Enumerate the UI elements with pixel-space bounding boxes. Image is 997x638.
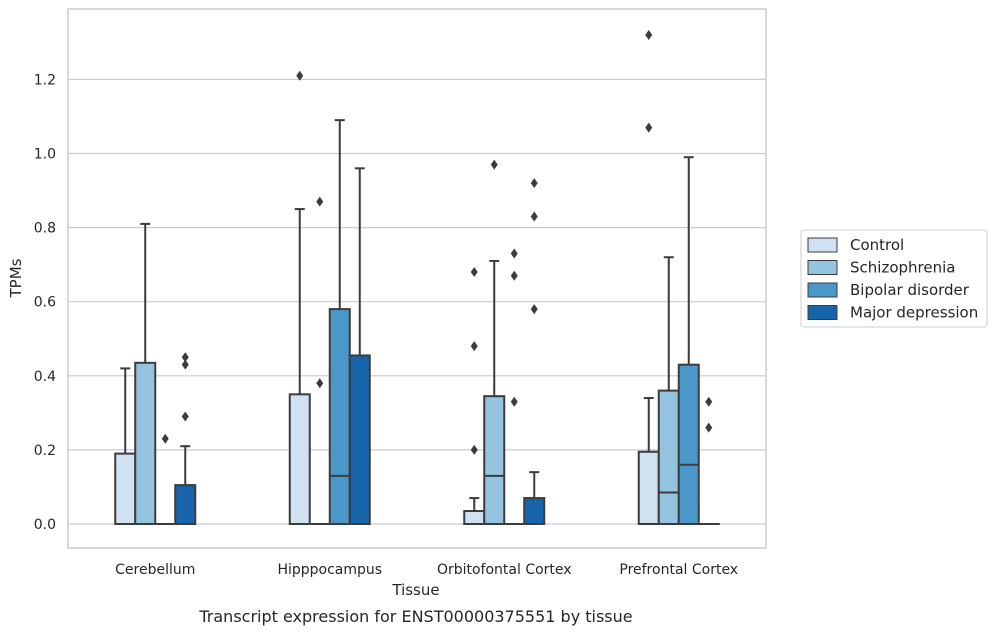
y-tick-label: 0.6 [34, 295, 56, 311]
legend-label: Bipolar disorder [850, 281, 970, 299]
box-iqr [135, 363, 155, 524]
box-iqr [350, 355, 370, 524]
box-iqr [290, 394, 310, 524]
x-axis-label: Tissue [391, 581, 439, 599]
y-tick-label: 1.2 [34, 72, 56, 88]
legend-label: Major depression [850, 304, 978, 322]
x-tick-label: Orbitofontal Cortex [437, 562, 572, 578]
box-iqr [484, 396, 504, 524]
y-tick-label: 0.8 [34, 221, 56, 237]
legend-swatch [808, 261, 837, 275]
legend-label: Schizophrenia [850, 259, 955, 277]
y-axis-label: TPMs [7, 258, 25, 298]
x-tick-label: Hipppocampus [277, 562, 382, 578]
x-tick-label: Prefrontal Cortex [619, 562, 738, 578]
box-iqr [679, 365, 699, 524]
x-tick-label: Cerebellum [115, 562, 195, 578]
box-iqr [639, 452, 659, 524]
legend-swatch [808, 306, 837, 320]
y-tick-label: 0.2 [34, 443, 56, 459]
box-iqr [175, 485, 195, 524]
box-iqr [330, 309, 350, 524]
y-tick-labels: 0.0 0.2 0.4 0.6 0.8 1.0 1.2 [34, 72, 56, 533]
y-tick-label: 0.0 [34, 517, 56, 533]
y-tick-label: 1.0 [34, 147, 56, 163]
box-iqr [659, 391, 679, 524]
x-tick-labels: Cerebellum Hipppocampus Orbitofontal Corte… [115, 562, 738, 578]
legend-swatch [808, 238, 837, 252]
box-iqr [464, 511, 484, 524]
chart-caption: Transcript expression for ENST0000037555… [198, 607, 632, 626]
box-iqr [115, 454, 135, 524]
legend-swatch [808, 283, 837, 297]
y-tick-label: 0.4 [34, 369, 56, 385]
legend: Control Schizophrenia Bipolar disorder Majo… [801, 230, 987, 327]
legend-label: Control [850, 236, 904, 254]
box-iqr [524, 498, 544, 524]
